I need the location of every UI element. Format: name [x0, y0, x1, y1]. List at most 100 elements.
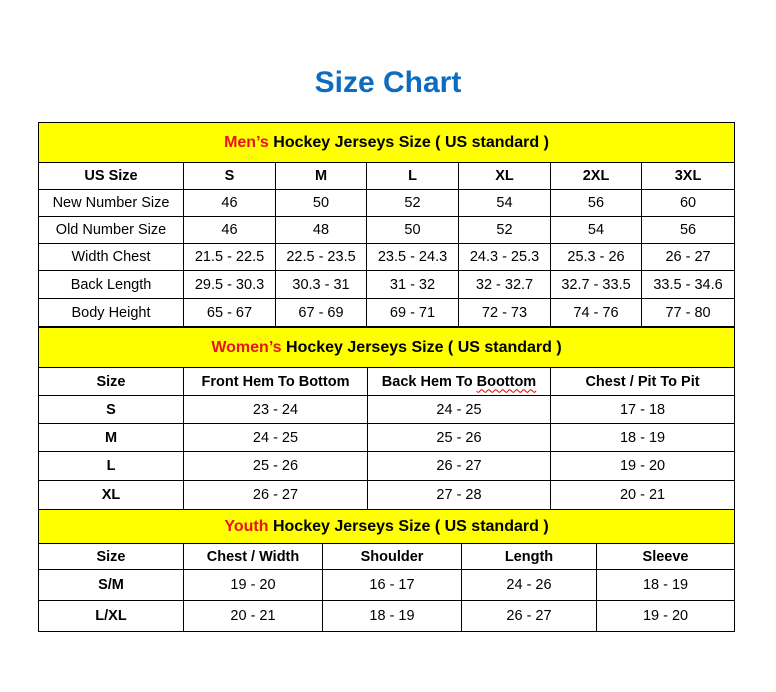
- section-title-accent: Women’s: [211, 338, 282, 356]
- table-cell: 26 - 27: [367, 451, 551, 481]
- column-header: L: [366, 162, 459, 190]
- table-cell: 18 - 19: [595, 569, 736, 601]
- column-header-label: Size: [96, 548, 126, 565]
- table-row: L 25 - 26 26 - 27 19 - 20: [38, 451, 736, 481]
- section-title-accent: Men’s: [224, 133, 269, 151]
- table-cell: 67 - 69: [275, 298, 367, 327]
- column-header-label: 2XL: [582, 168, 610, 184]
- section-title-text: Hockey Jerseys Size ( US standard ): [281, 338, 562, 356]
- column-header-label: Chest / Pit To Pit: [585, 373, 700, 390]
- table-row: Back Length 29.5 - 30.3 30.3 - 31 31 - 32 32…: [38, 270, 736, 299]
- table-cell: 46: [183, 189, 276, 217]
- row-label: L/XL: [38, 600, 184, 632]
- column-header-label: L: [408, 168, 417, 184]
- column-header-label: Front Hem To Bottom: [201, 373, 350, 390]
- row-label: S: [38, 395, 184, 424]
- column-header: Chest / Width: [183, 543, 323, 570]
- table-cell: 21.5 - 22.5: [183, 243, 276, 271]
- column-header: Back Hem To Boottom: [367, 367, 551, 396]
- table-cell: 48: [275, 216, 367, 244]
- table-cell: 26 - 27: [183, 480, 368, 510]
- column-header-label: M: [314, 168, 328, 184]
- column-header-label: Shoulder: [360, 548, 424, 565]
- column-header-label: XL: [495, 168, 514, 184]
- table-cell: 25 - 26: [367, 423, 551, 452]
- row-label: Body Height: [38, 298, 184, 327]
- table-cell: 26 - 27: [461, 600, 597, 632]
- column-header-row: Size Chest / Width Shoulder Length Sleeve: [38, 543, 736, 570]
- column-header: XL: [458, 162, 551, 190]
- table-cell: 74 - 76: [550, 298, 642, 327]
- section-title-accent: Youth: [224, 517, 269, 535]
- column-header-row: Size Front Hem To Bottom Back Hem To Boott…: [38, 367, 736, 396]
- column-header: 3XL: [640, 162, 736, 190]
- row-label: M: [38, 423, 184, 452]
- column-header: Shoulder: [322, 543, 462, 570]
- table-cell: 50: [366, 216, 459, 244]
- table-row: M 24 - 25 25 - 26 18 - 19: [38, 423, 736, 452]
- column-header: Chest / Pit To Pit: [549, 367, 736, 396]
- row-label: L: [38, 451, 184, 481]
- table-cell: 24.3 - 25.3: [458, 243, 551, 271]
- column-header: Sleeve: [595, 543, 736, 570]
- table-cell: 54: [458, 189, 551, 217]
- column-header-label: Back Hem To Boottom: [381, 373, 537, 390]
- row-label: Width Chest: [38, 243, 184, 271]
- table-cell: 69 - 71: [366, 298, 459, 327]
- row-label: Old Number Size: [38, 216, 184, 244]
- table-cell: 24 - 25: [183, 423, 368, 452]
- table-cell: 52: [366, 189, 459, 217]
- table-cell: 24 - 25: [367, 395, 551, 424]
- column-header-label: Size: [96, 373, 126, 390]
- page-title: Size Chart: [314, 66, 462, 99]
- section-title: Men’s Hockey Jerseys Size ( US standard …: [37, 122, 736, 163]
- table-cell: 31 - 32: [366, 270, 459, 299]
- section-title-text: Hockey Jerseys Size ( US standard ): [268, 517, 549, 535]
- table-row: S/M 19 - 20 16 - 17 24 - 26 18 - 19: [38, 569, 736, 601]
- table-cell: 50: [275, 189, 367, 217]
- table-row: L/XL 20 - 21 18 - 19 26 - 27 19 - 20: [38, 600, 736, 632]
- table-cell: 33.5 - 34.6: [640, 270, 736, 299]
- table-cell: 25.3 - 26: [550, 243, 642, 271]
- column-header-label: S: [224, 168, 235, 184]
- table-cell: 19 - 20: [183, 569, 323, 601]
- table-cell: 19 - 20: [595, 600, 736, 632]
- table-cell: 27 - 28: [367, 480, 551, 510]
- row-label: Back Length: [38, 270, 184, 299]
- table-cell: 25 - 26: [183, 451, 368, 481]
- row-label: S/M: [38, 569, 184, 601]
- table-row: New Number Size 46 50 52 54 56 60: [38, 189, 736, 217]
- table-cell: 72 - 73: [458, 298, 551, 327]
- column-header-label: 3XL: [674, 168, 702, 184]
- men-section-header: Men’s Hockey Jerseys Size ( US standard …: [37, 122, 736, 163]
- table-row: Body Height 65 - 67 67 - 69 69 - 71 72 - 73 7…: [38, 298, 736, 327]
- table-cell: 52: [458, 216, 551, 244]
- section-title: Women’s Hockey Jerseys Size ( US standar…: [37, 327, 736, 368]
- table-cell: 26 - 27: [640, 243, 736, 271]
- column-header: Length: [461, 543, 597, 570]
- table-cell: 18 - 19: [322, 600, 462, 632]
- table-cell: 32.7 - 33.5: [550, 270, 642, 299]
- women-section-header: Women’s Hockey Jerseys Size ( US standar…: [37, 327, 736, 368]
- column-header: Front Hem To Bottom: [183, 367, 368, 396]
- table-cell: 29.5 - 30.3: [183, 270, 276, 299]
- column-header: US Size: [38, 162, 184, 190]
- table-row: Old Number Size 46 48 50 52 54 56: [38, 216, 736, 244]
- table-cell: 23 - 24: [183, 395, 368, 424]
- section-title: Youth Hockey Jerseys Size ( US standard …: [37, 509, 736, 544]
- table-row: Width Chest 21.5 - 22.5 22.5 - 23.5 23.5 - …: [38, 243, 736, 271]
- table-row: XL 26 - 27 27 - 28 20 - 21: [38, 480, 736, 510]
- column-header: S: [183, 162, 276, 190]
- table-cell: 17 - 18: [549, 395, 736, 424]
- table-cell: 65 - 67: [183, 298, 276, 327]
- table-cell: 22.5 - 23.5: [275, 243, 367, 271]
- table-cell: 16 - 17: [322, 569, 462, 601]
- row-label: XL: [38, 480, 184, 510]
- table-cell: 54: [550, 216, 642, 244]
- table-cell: 30.3 - 31: [275, 270, 367, 299]
- table-cell: 60: [640, 189, 736, 217]
- column-header: Size: [38, 367, 184, 396]
- column-header-row: US Size S M L XL 2XL 3XL: [38, 162, 736, 190]
- youth-size-table: Youth Hockey Jerseys Size ( US standard …: [37, 509, 736, 632]
- youth-section-header: Youth Hockey Jerseys Size ( US standard …: [37, 509, 736, 544]
